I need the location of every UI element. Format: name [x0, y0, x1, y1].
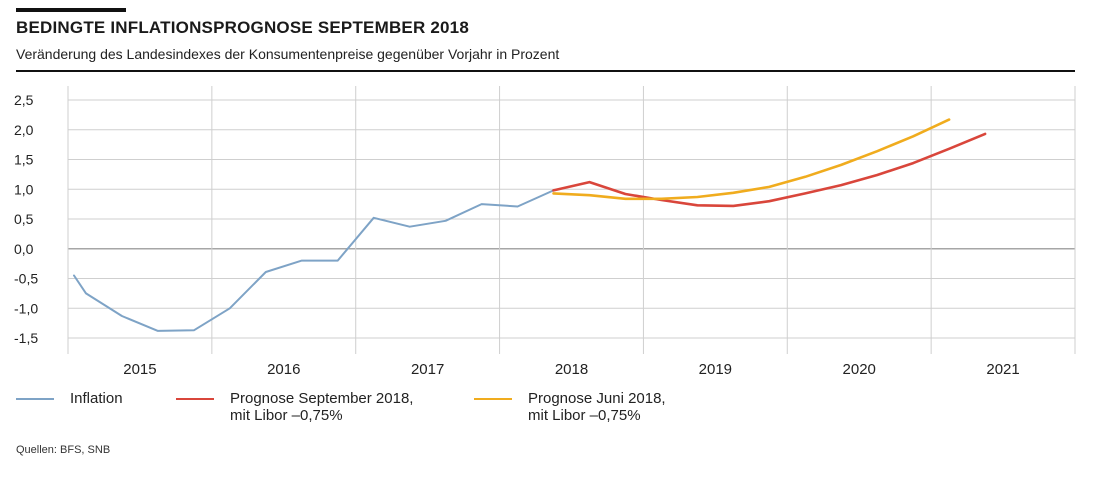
- legend-label-line2: mit Libor –0,75%: [528, 407, 641, 424]
- x-tick-label: 2018: [555, 361, 588, 378]
- header-rule: [16, 70, 1075, 72]
- x-tick-label: 2021: [986, 361, 1019, 378]
- series-line-sept: [552, 132, 987, 208]
- y-tick-label: 0,5: [14, 211, 34, 227]
- chart-title: BEDINGTE INFLATIONSPROGNOSE SEPTEMBER 20…: [16, 18, 469, 37]
- series-line-june: [552, 118, 951, 201]
- x-tick-label: 2019: [699, 361, 732, 378]
- chart-subtitle: Veränderung des Landesindexes der Konsum…: [16, 46, 560, 62]
- legend-label-prognose-juni: Prognose Juni 2018, mit Libor –0,75%: [528, 390, 666, 424]
- y-tick-label: 1,0: [14, 181, 34, 197]
- x-tick-label: 2017: [411, 361, 444, 378]
- y-tick-label: 0,0: [14, 241, 34, 257]
- legend-label-line2: mit Libor –0,75%: [230, 407, 343, 424]
- legend-label-inflation: Inflation: [70, 390, 123, 407]
- legend-label-line1: Prognose September 2018,: [230, 390, 414, 407]
- x-tick-label: 2016: [267, 361, 300, 378]
- series-line-inflation: [73, 189, 555, 332]
- axis-layer: 2,5 2,0 1,5 1,0 0,5 0,0 -0,5 -1,0 -1,5 2015 2016 20…: [14, 92, 1020, 378]
- series-layer: [73, 118, 987, 332]
- y-tick-label: -1,0: [14, 300, 38, 316]
- legend-swatch-prognose-juni: [474, 398, 512, 400]
- legend-label-line1: Prognose Juni 2018,: [528, 390, 666, 407]
- inflation-chart: 2,5 2,0 1,5 1,0 0,5 0,0 -0,5 -1,0 -1,5 2015 2016 20…: [14, 86, 1076, 378]
- y-tick-label: -0,5: [14, 271, 38, 287]
- x-tick-label: 2015: [123, 361, 156, 378]
- grid-layer: [67, 86, 1076, 354]
- title-accent-bar: [16, 8, 126, 12]
- source-note: Quellen: BFS, SNB: [16, 444, 111, 456]
- legend-label-prognose-september: Prognose September 2018, mit Libor –0,75…: [230, 390, 413, 424]
- y-tick-label: 2,5: [14, 92, 34, 108]
- legend-swatch-prognose-september: [176, 398, 214, 400]
- x-tick-label: 2020: [843, 361, 876, 378]
- y-tick-label: 2,0: [14, 122, 34, 138]
- y-tick-label: -1,5: [14, 330, 38, 346]
- y-tick-label: 1,5: [14, 152, 34, 168]
- legend-swatch-inflation: [16, 398, 54, 400]
